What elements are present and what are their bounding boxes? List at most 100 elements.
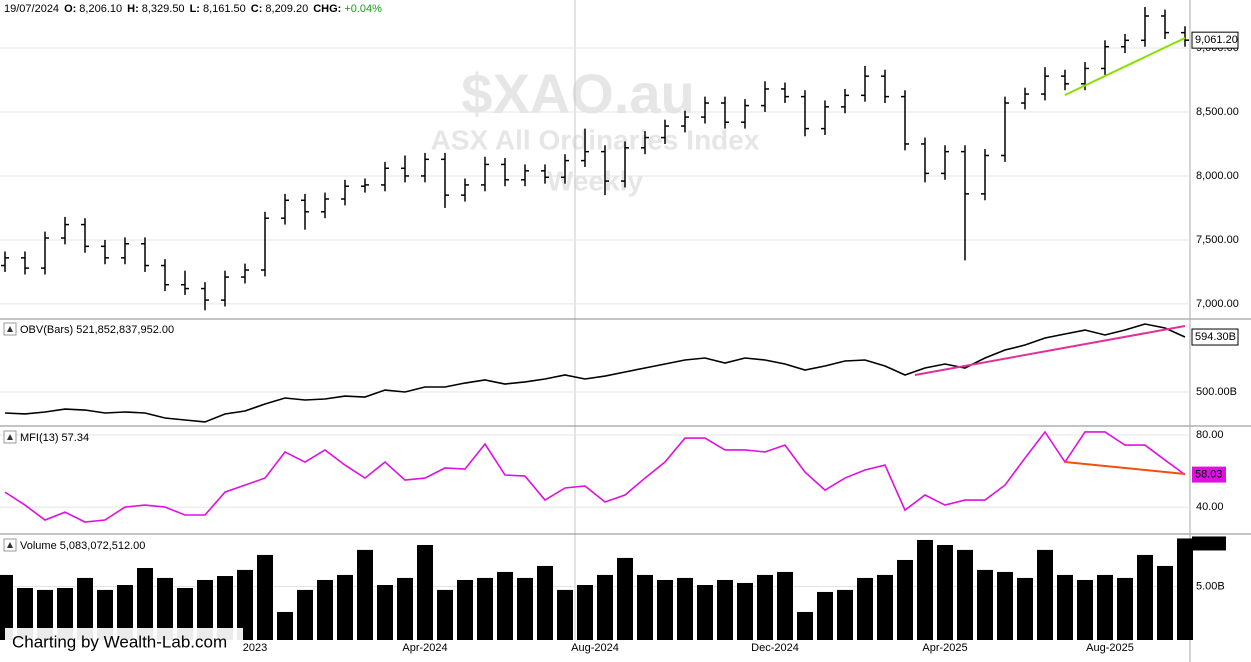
- volume-bar: [1157, 565, 1173, 640]
- volume-bar: [0, 574, 13, 640]
- y-tick-label: 8,500.00: [1196, 106, 1239, 118]
- last-value-box: [1191, 31, 1239, 49]
- volume-bar: [677, 577, 693, 640]
- volume-bar: [937, 544, 953, 640]
- y-tick-label: 8,000.00: [1196, 170, 1239, 182]
- volume-bar: [457, 579, 473, 640]
- header-field-value: 8,206.10: [79, 3, 122, 15]
- trend-line: [914, 325, 1186, 376]
- trend-line: [1064, 37, 1186, 96]
- volume-bar: [1097, 574, 1113, 640]
- x-tick-label: Aug-2024: [571, 642, 619, 654]
- volume-bar: [157, 577, 173, 640]
- volume-bar: [477, 577, 493, 640]
- volume-bar: [277, 611, 293, 640]
- header-field-label: O:: [64, 3, 76, 15]
- volume-bar: [497, 571, 513, 640]
- pane-title: MFI(13) 57.34: [20, 432, 89, 444]
- volume-bar: [117, 585, 133, 640]
- pane-title: Volume 5,083,072,512.00: [20, 540, 145, 552]
- x-tick-label: Dec-2024: [751, 642, 799, 654]
- last-value-box: [1192, 466, 1226, 483]
- pane-icon-arrow: [7, 542, 13, 548]
- header-field-value: 8,209.20: [265, 3, 308, 15]
- y-tick-label: 40.00: [1196, 501, 1224, 513]
- footer: Charting by Wealth-Lab.com: [12, 632, 227, 651]
- volume-bar: [1017, 577, 1033, 640]
- volume-bar: [437, 589, 453, 640]
- volume-bar: [177, 588, 193, 640]
- y-tick-label: 80.00: [1196, 429, 1224, 441]
- watermark: $XAO.au ASX All Ordinaries Index Weekly: [431, 62, 760, 197]
- header-field-label: CHG:: [313, 3, 341, 15]
- volume-bar: [757, 574, 773, 640]
- volume-bar: [957, 549, 973, 640]
- volume-bar: [57, 588, 73, 640]
- volume-bar: [337, 574, 353, 640]
- volume-bar: [17, 588, 33, 640]
- volume-bar: [997, 571, 1013, 640]
- volume-bar: [897, 559, 913, 640]
- volume-bar: [77, 577, 93, 640]
- last-value-label: 9,061.20: [1195, 34, 1238, 46]
- header-field-label: C:: [251, 3, 263, 15]
- volume-bar: [97, 589, 113, 640]
- volume-bar: [137, 567, 153, 640]
- x-tick-label: Aug-2025: [1086, 642, 1134, 654]
- volume-bar: [317, 579, 333, 640]
- header-field-value: +0.04%: [344, 3, 382, 15]
- last-value-box: [1192, 536, 1226, 551]
- last-value-box: [1191, 328, 1239, 346]
- pane-icon-arrow: [7, 326, 13, 332]
- volume-bar: [637, 574, 653, 640]
- last-value-label: 594.30B: [1195, 331, 1236, 343]
- volume-bar: [817, 591, 833, 640]
- y-tick-label: 500.00B: [1196, 386, 1237, 398]
- header-field-value: 8,329.50: [142, 3, 185, 15]
- volume-bar: [857, 577, 873, 640]
- volume-bar: [377, 585, 393, 640]
- header-field-label: L:: [190, 3, 200, 15]
- pane-title: OBV(Bars) 521,852,837,952.00: [20, 324, 174, 336]
- volume-bar: [597, 574, 613, 640]
- indicator-line: [4, 323, 1186, 423]
- x-tick-label: Apr-2024: [402, 642, 447, 654]
- volume-bar: [557, 589, 573, 640]
- volume-bar: [1177, 538, 1193, 640]
- volume-bar: [197, 579, 213, 640]
- volume-bar: [517, 577, 533, 640]
- header-field-label: H:: [127, 3, 139, 15]
- volume-bar: [797, 611, 813, 640]
- volume-bar: [577, 585, 593, 640]
- header: 19/07/2024 O: 8,206.10 H: 8,329.50 L: 8,161.50…: [4, 3, 382, 15]
- volume-bar: [877, 574, 893, 640]
- volume-bar: [217, 576, 233, 640]
- y-tick-label: 7,000.00: [1196, 298, 1239, 310]
- volume-bar: [257, 554, 273, 640]
- x-tick-label: 2023: [243, 642, 267, 654]
- volume-bar: [1057, 574, 1073, 640]
- header-field-value: 8,161.50: [203, 3, 246, 15]
- volume-bar: [1037, 549, 1053, 640]
- volume-bar: [537, 565, 553, 640]
- volume-bar: [1117, 577, 1133, 640]
- header-date: 19/07/2024: [4, 3, 59, 15]
- volume-bar: [1137, 554, 1153, 640]
- last-value-label: 58.03: [1195, 468, 1223, 480]
- last-value-label: 9.49B: [1195, 537, 1224, 549]
- volume-bar: [917, 539, 933, 640]
- trend-line: [1064, 461, 1186, 475]
- volume-bar: [657, 579, 673, 640]
- x-tick-label: Apr-2025: [922, 642, 967, 654]
- watermark-name: ASX All Ordinaries Index: [431, 124, 760, 155]
- volume-bar: [837, 589, 853, 640]
- volume-bar: [617, 557, 633, 640]
- volume-bar: [397, 577, 413, 640]
- volume-bar: [417, 544, 433, 640]
- y-tick-label: 7,500.00: [1196, 234, 1239, 246]
- watermark-interval: Weekly: [547, 165, 643, 196]
- volume-bar: [777, 571, 793, 640]
- volume-bar: [717, 579, 733, 640]
